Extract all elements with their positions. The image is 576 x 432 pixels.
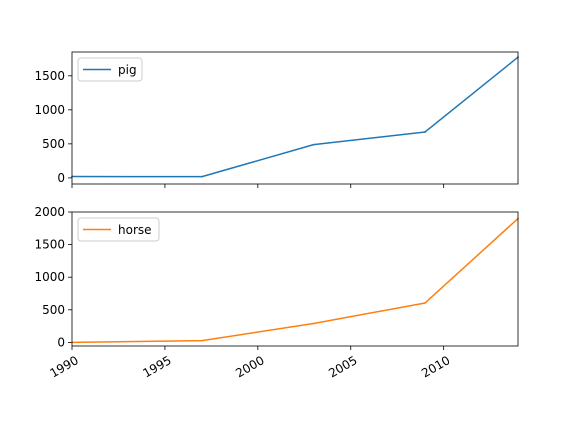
- y-tick-label: 500: [42, 303, 65, 317]
- legend-label-pig: pig: [118, 63, 137, 77]
- legend-box: [77, 217, 160, 242]
- x-tick-label: 2000: [233, 353, 266, 380]
- x-tick-label: 1995: [140, 353, 173, 380]
- subplot-2: 0 500 1000 1500 2000 1990 1995 2000 2005 2010 hors…: [34, 205, 519, 380]
- y-tick-label: 1000: [34, 270, 65, 284]
- data-point-horse: [201, 339, 203, 342]
- axes-frame: [71, 211, 519, 347]
- legend-label-horse: horse: [118, 223, 152, 237]
- data-point-pig: [201, 175, 203, 178]
- y-tick-label: 1000: [34, 103, 65, 117]
- axes-frame: [71, 51, 519, 185]
- x-tick-label: 2005: [326, 353, 359, 380]
- x-tick-label: 2010: [419, 353, 452, 380]
- data-point-horse: [312, 322, 315, 325]
- y-tick-label: 0: [57, 335, 65, 349]
- y-tick-label: 1500: [34, 69, 65, 83]
- y-tick-label: 0: [57, 171, 65, 185]
- data-point-pig: [312, 143, 315, 146]
- y-tick-label: 500: [42, 137, 65, 151]
- subplot-1: 0 500 1000 1500 pig: [34, 51, 519, 188]
- y-tick-label: 2000: [34, 205, 65, 219]
- y-tick-label: 1500: [34, 238, 65, 252]
- data-point-pig: [424, 131, 426, 133]
- x-tick-label: 1990: [47, 353, 80, 380]
- data-point-horse: [424, 302, 426, 304]
